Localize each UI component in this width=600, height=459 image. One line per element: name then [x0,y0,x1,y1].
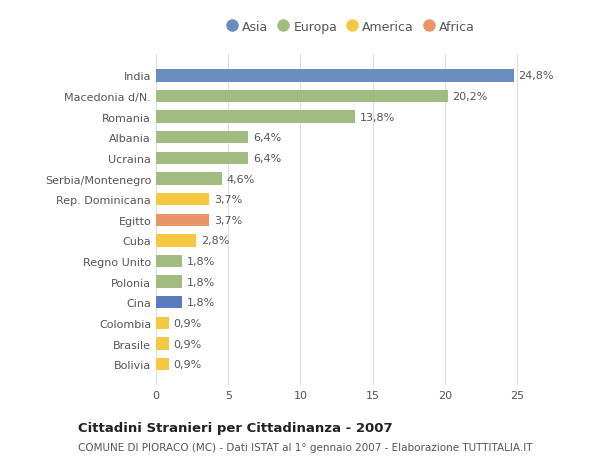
Text: 4,6%: 4,6% [227,174,255,184]
Text: 3,7%: 3,7% [214,195,242,205]
Text: 2,8%: 2,8% [201,236,229,246]
Text: 3,7%: 3,7% [214,215,242,225]
Text: 1,8%: 1,8% [187,297,215,308]
Text: 20,2%: 20,2% [452,92,487,102]
Text: Cittadini Stranieri per Cittadinanza - 2007: Cittadini Stranieri per Cittadinanza - 2… [78,421,392,434]
Text: 1,8%: 1,8% [187,277,215,287]
Text: 0,9%: 0,9% [173,318,202,328]
Bar [156,214,209,226]
Text: 6,4%: 6,4% [253,154,281,163]
Bar [156,338,169,350]
Text: 1,8%: 1,8% [187,257,215,267]
Legend: Asia, Europa, America, Africa: Asia, Europa, America, Africa [224,18,478,36]
Bar [156,111,355,123]
Bar [156,297,182,309]
Bar [156,255,182,268]
Bar [156,276,182,288]
Text: 6,4%: 6,4% [253,133,281,143]
Bar [156,152,248,165]
Bar [156,194,209,206]
Bar [156,132,248,144]
Text: COMUNE DI PIORACO (MC) - Dati ISTAT al 1° gennaio 2007 - Elaborazione TUTTITALIA: COMUNE DI PIORACO (MC) - Dati ISTAT al 1… [78,442,533,452]
Text: 13,8%: 13,8% [359,112,395,123]
Bar [156,173,223,185]
Bar [156,235,196,247]
Text: 24,8%: 24,8% [518,71,554,81]
Bar [156,358,169,370]
Text: 0,9%: 0,9% [173,359,202,369]
Bar [156,317,169,330]
Text: 0,9%: 0,9% [173,339,202,349]
Bar [156,70,514,83]
Bar [156,91,448,103]
